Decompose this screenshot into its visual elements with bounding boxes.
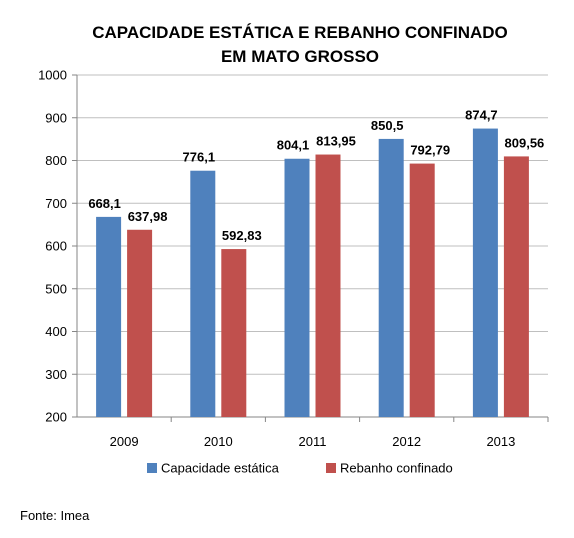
y-tick-label: 400 (45, 324, 67, 339)
y-tick-label: 500 (45, 281, 67, 296)
gridlines (77, 74, 548, 375)
x-category-label: 2009 (110, 434, 139, 449)
y-tick-label: 900 (45, 110, 67, 125)
x-category-label: 2010 (204, 434, 233, 449)
chart-title-line-2: EM MATO GROSSO (221, 47, 379, 66)
bar-capacidade-2010 (190, 170, 216, 417)
bar-capacidade-2013 (472, 128, 498, 418)
bar-rebanho-2011 (315, 154, 341, 417)
y-tick-label: 200 (45, 410, 67, 425)
data-label: 792,79 (410, 143, 450, 158)
bar-rebanho-2013 (503, 156, 529, 418)
y-tick-label: 600 (45, 239, 67, 254)
y-tick-label: 700 (45, 196, 67, 211)
data-label: 813,95 (316, 134, 356, 149)
legend: Capacidade estática Rebanho confinado (147, 461, 453, 476)
bar-capacidade-2009 (96, 216, 122, 417)
bars (96, 128, 529, 418)
bar-capacidade-2012 (378, 138, 404, 417)
data-label: 850,5 (371, 118, 404, 133)
y-tick-label: 300 (45, 367, 67, 382)
bar-rebanho-2010 (221, 249, 247, 417)
data-label: 592,83 (222, 228, 262, 243)
data-label: 637,98 (128, 209, 168, 224)
legend-swatch-rebanho (326, 463, 336, 473)
data-label: 874,7 (465, 108, 498, 123)
legend-label-rebanho: Rebanho confinado (340, 461, 453, 476)
x-category-label: 2013 (486, 434, 515, 449)
y-tick-label: 1000 (38, 68, 67, 83)
y-tick-label: 800 (45, 153, 67, 168)
legend-label-capacidade: Capacidade estática (161, 461, 280, 476)
x-category-label: 2012 (392, 434, 421, 449)
data-label: 668,1 (88, 196, 121, 211)
data-label: 804,1 (277, 138, 310, 153)
bar-rebanho-2009 (127, 229, 153, 417)
bar-rebanho-2012 (409, 163, 435, 417)
legend-swatch-capacidade (147, 463, 157, 473)
data-label: 776,1 (183, 150, 216, 165)
data-label: 809,56 (505, 135, 545, 150)
bar-capacidade-2011 (284, 158, 310, 417)
x-category-label: 2011 (299, 434, 327, 449)
source-note: Fonte: Imea (20, 508, 90, 523)
axes: 200 300 400 500 600 700 800 900 1000 2009 2010 2011… (38, 68, 549, 449)
data-labels: 668,1 637,98 776,1 592,83 804,1 813,95 850,5 79… (88, 108, 544, 243)
chart-title-line-1: CAPACIDADE ESTÁTICA E REBANHO CONFINADO (92, 23, 508, 42)
